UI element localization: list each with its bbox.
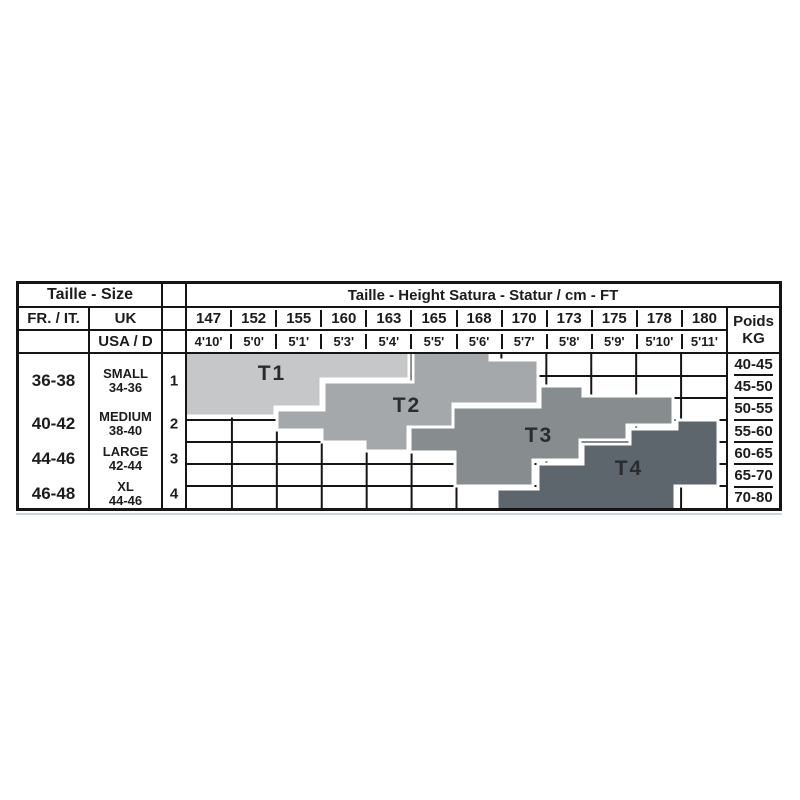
uk-size-value: XL 44-46 [90,478,161,508]
uk-size-value: MEDIUM 38-40 [90,408,161,438]
height-ft-cell: 4'10' [187,334,233,349]
height-ft-cell: 5'6' [458,334,503,349]
height-cm-cell: 175 [593,310,638,327]
usa-d-number: 3 [169,450,179,468]
uk-size-label: MEDIUM [99,408,152,424]
usa-d-numbers-column: 1 2 3 4 [163,354,187,508]
weight-header: Poids KG [726,308,779,354]
col-header-uk: UK [90,308,163,331]
size-band-label-t2: T2 [393,394,422,417]
height-cm-cell: 152 [232,310,278,327]
height-ft-cell: 5'8' [548,334,593,349]
uk-size-value: SMALL 34-36 [90,365,161,395]
weight-ranges-column: 40-45 45-50 50-55 55-60 60-65 65-70 70-80 [726,354,779,508]
weight-range-cell: 50-55 [734,399,773,421]
height-ft-row: 4'10' 5'0' 5'1' 5'3' 5'4' 5'5' 5'6' 5'7' 5'8' 5'9… [187,331,726,354]
weight-range-cell: 65-70 [734,465,773,488]
uk-size-label: SMALL [103,365,148,381]
height-cm-cell: 165 [412,310,458,327]
spacer-cell-top [163,284,187,308]
height-cm-cell: 160 [322,310,368,327]
size-band-t1 [187,354,411,418]
height-ft-cell: 5'5' [412,334,458,349]
height-ft-cell: 5'3' [322,334,368,349]
height-cm-cell: 163 [367,310,413,327]
height-section-title: Taille - Height Satura - Statur / cm - F… [187,284,779,308]
size-band-t2 [275,354,540,453]
weight-range-cell: 40-45 [734,354,773,377]
size-bands-chart: T1 T2 T3 T4 [187,354,726,508]
weight-range-cell: 55-60 [734,421,773,444]
uk-size-label: LARGE [102,443,149,459]
usa-d-number: 2 [169,415,179,433]
size-chart-table: Taille - Size Taille - Height Satura - S… [16,281,782,511]
height-ft-cell: 5'1' [277,334,323,349]
size-band-t4 [495,418,720,508]
height-cm-cell: 173 [548,310,593,327]
fr-it-size-value: 44-46 [31,449,76,468]
usa-d-number: 4 [169,485,179,503]
uk-size-label: XL [117,478,134,494]
uk-size-value: LARGE 42-44 [90,443,161,473]
height-ft-cell: 5'7' [503,334,548,349]
uk-size-range: 38-40 [108,423,143,438]
height-ft-cell: 5'4' [367,334,413,349]
fr-it-sizes-column: 36-38 40-42 44-46 46-48 [19,354,90,508]
fr-it-size-value: 36-38 [31,371,76,390]
blank-cell [19,331,90,354]
height-ft-cell: 5'10' [638,334,683,349]
weight-header-kg: KG [742,330,765,347]
usa-d-number: 1 [169,372,179,390]
uk-size-range: 44-46 [108,493,143,508]
height-cm-cell: 147 [187,310,233,327]
weight-range-cell: 70-80 [734,489,773,507]
height-ft-cell: 5'11' [690,334,718,349]
size-band-label-t1: T1 [258,362,287,385]
height-ft-cell: 5'0' [232,334,278,349]
spacer-cell-mid [163,308,187,331]
size-band-t3 [408,384,675,488]
height-cm-cell: 168 [458,310,503,327]
size-section-title: Taille - Size [19,284,163,308]
weight-range-cell: 60-65 [734,443,773,466]
height-cm-cell: 155 [277,310,323,327]
uk-size-range: 34-36 [108,380,143,395]
col-header-fr-it: FR. / IT. [19,308,90,331]
weight-header-poids: Poids [733,312,774,330]
fr-it-size-value: 40-42 [31,414,76,433]
height-ft-cell: 5'9' [593,334,638,349]
spacer-cell-low [163,331,187,354]
height-cm-cell: 178 [638,310,683,327]
weight-range-cell: 45-50 [734,376,773,399]
height-cm-row: 147 152 155 160 163 165 168 170 173 175 178 180 [187,308,726,331]
fr-it-size-value: 46-48 [31,484,76,503]
size-band-label-t3: T3 [525,424,554,447]
size-band-label-t4: T4 [615,457,644,480]
bottom-accent-line [16,513,782,515]
height-cm-cell: 180 [691,310,717,327]
height-cm-cell: 170 [503,310,548,327]
uk-sizes-column: SMALL 34-36 MEDIUM 38-40 LARGE 42-44 XL 44-46 [90,354,163,508]
col-header-usa-d: USA / D [90,331,163,354]
size-band-grid: T1 T2 T3 T4 [187,354,726,508]
uk-size-range: 42-44 [108,458,143,473]
